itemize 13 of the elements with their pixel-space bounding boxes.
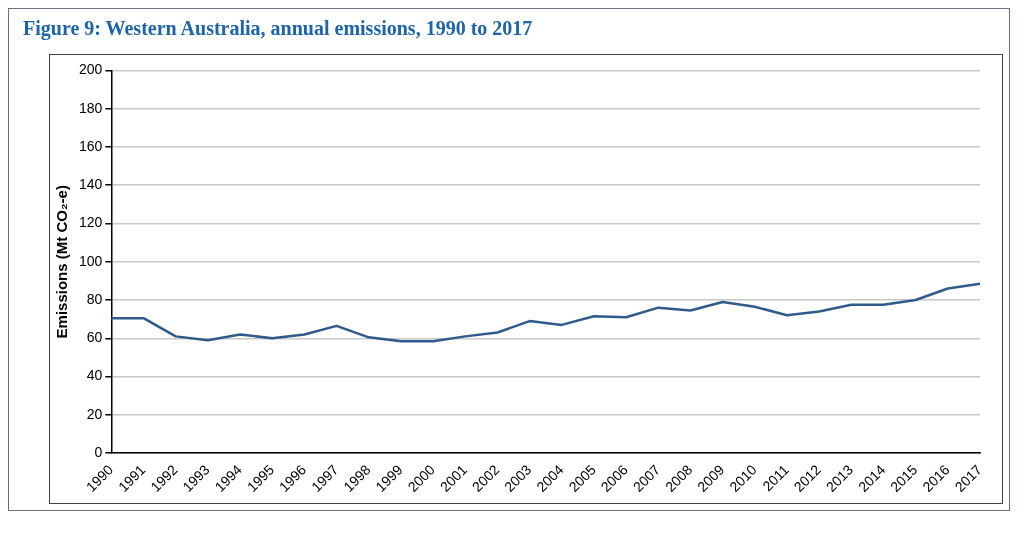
chart-title: Figure 9: Western Australia, annual emissions, 1990 to 2017 — [23, 17, 534, 40]
y-tick-label: 80 — [86, 290, 103, 307]
y-tick-label: 200 — [79, 61, 103, 78]
y-axis-title: Emissions (Mt CO₂-e) — [53, 185, 71, 339]
y-tick-label: 0 — [94, 443, 103, 460]
y-tick-label: 40 — [86, 367, 103, 384]
y-tick-label: 100 — [79, 252, 103, 269]
y-tick-label: 20 — [86, 405, 103, 422]
y-tick-label: 140 — [79, 176, 103, 193]
y-tick-label: 180 — [79, 99, 103, 116]
y-tick-label: 160 — [79, 137, 103, 154]
y-tick-label: 60 — [86, 329, 103, 346]
y-tick-label: 120 — [79, 214, 103, 231]
